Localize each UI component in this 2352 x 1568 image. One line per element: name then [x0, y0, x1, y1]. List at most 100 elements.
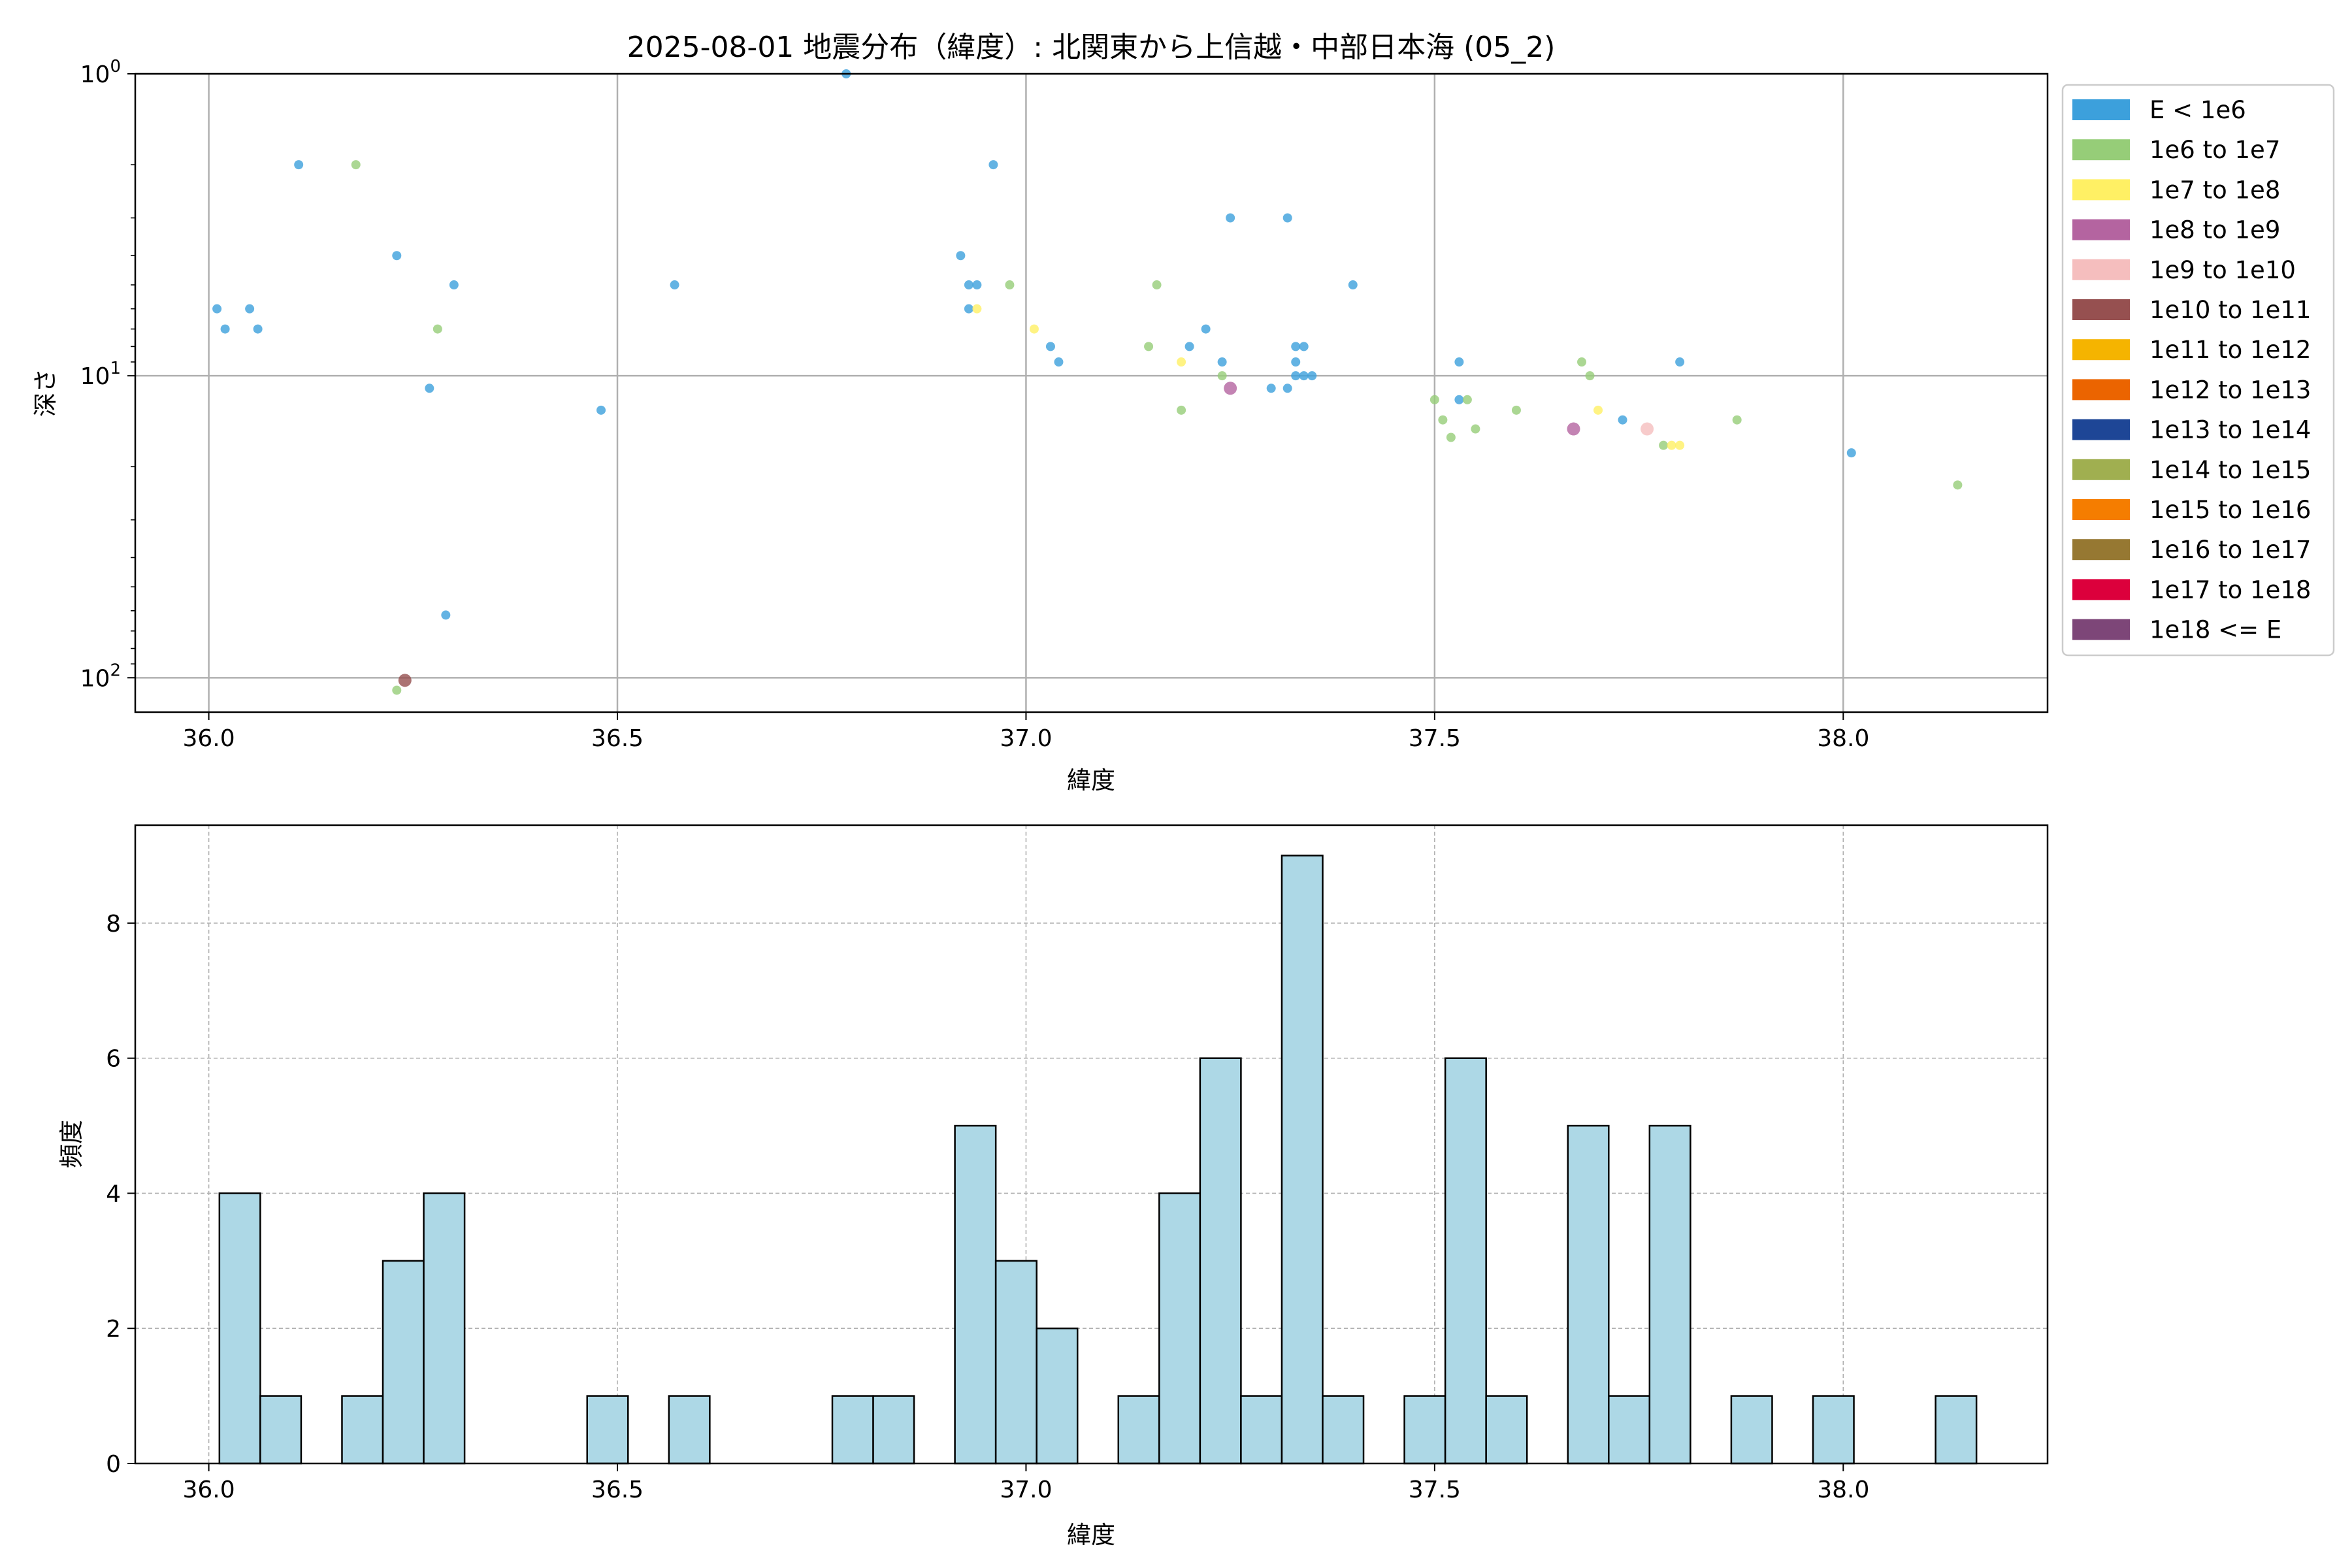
scatter-point	[1446, 433, 1456, 442]
legend-label: 1e9 to 1e10	[2149, 256, 2296, 284]
scatter-point	[392, 685, 402, 695]
scatter-point	[1029, 324, 1039, 334]
histogram-y-ticks: 0 2 4 6 8	[106, 911, 135, 1478]
scatter-point	[1152, 280, 1162, 290]
histogram-bar	[668, 1395, 711, 1465]
legend-swatch	[2072, 99, 2130, 120]
legend-swatch	[2072, 339, 2130, 361]
scatter-x-axis-label: 緯度	[1067, 766, 1115, 794]
scatter-point	[212, 304, 222, 314]
scatter-point	[1438, 415, 1448, 425]
scatter-point	[1291, 357, 1301, 367]
legend-label: 1e6 to 1e7	[2149, 136, 2280, 164]
scatter-point	[1732, 415, 1742, 425]
legend-swatch	[2072, 299, 2130, 320]
legend-swatch	[2072, 179, 2130, 201]
scatter-y-tick-label: 100	[80, 57, 121, 88]
scatter-point	[670, 280, 679, 290]
scatter-point	[1282, 213, 1292, 223]
legend-swatch	[2072, 459, 2130, 480]
scatter-y-tick-label: 101	[80, 359, 121, 390]
histogram-bar	[382, 1260, 425, 1465]
scatter-plot-frame	[134, 73, 2049, 713]
scatter-grid	[135, 73, 2048, 712]
histogram-bar	[994, 1260, 1037, 1465]
scatter-point	[1177, 405, 1186, 415]
histogram-y-tick-label: 4	[106, 1181, 121, 1207]
legend: E < 1e6 1e6 to 1e7 1e7 to 1e8 1e8 to 1e9 1e9…	[2061, 84, 2335, 657]
legend-label: 1e10 to 1e11	[2149, 296, 2311, 324]
scatter-point	[1953, 480, 1963, 490]
legend-swatch	[2072, 259, 2130, 280]
legend-swatch	[2072, 579, 2130, 600]
scatter-point	[1618, 415, 1627, 425]
histogram-bar	[1403, 1395, 1446, 1465]
scatter-point	[1217, 357, 1227, 367]
histogram-bar	[423, 1192, 466, 1465]
legend-label: 1e12 to 1e13	[2149, 376, 2311, 404]
scatter-point	[1846, 448, 1856, 458]
scatter-point	[1282, 384, 1292, 393]
histogram-bar	[1240, 1395, 1283, 1465]
histogram-bar	[872, 1395, 915, 1465]
histogram-y-tick-label: 2	[106, 1316, 121, 1343]
scatter-point	[441, 610, 451, 620]
scatter-point	[1054, 357, 1064, 367]
scatter-point	[1429, 395, 1439, 404]
scatter-point	[1511, 405, 1521, 415]
legend-label: 1e13 to 1e14	[2149, 416, 2311, 444]
scatter-point	[220, 324, 230, 334]
histogram-bar	[1158, 1192, 1201, 1465]
histogram-bar	[1036, 1327, 1079, 1465]
histogram-bars	[218, 855, 1978, 1465]
histogram-y-axis-label: 頻度	[57, 1120, 86, 1168]
scatter-point	[1641, 422, 1654, 436]
histogram-bar	[1935, 1395, 1978, 1465]
scatter-point	[1144, 342, 1154, 351]
scatter-x-tick-label: 37.5	[1409, 725, 1461, 752]
legend-label: 1e8 to 1e9	[2149, 216, 2280, 244]
histogram-x-axis-label: 緯度	[1067, 1521, 1115, 1549]
scatter-point	[392, 251, 402, 261]
histogram-x-tick-label: 36.5	[591, 1477, 644, 1503]
scatter-point	[1291, 371, 1301, 381]
scatter-point	[1299, 342, 1309, 351]
scatter-point	[1454, 357, 1464, 367]
histogram-bar	[1567, 1124, 1610, 1465]
histogram-bar	[1281, 855, 1324, 1465]
histogram-x-tick-label: 38.0	[1817, 1477, 1869, 1503]
legend-frame	[2061, 84, 2335, 657]
legend-label: 1e16 to 1e17	[2149, 536, 2311, 564]
histogram-y-tick-label: 8	[106, 911, 121, 938]
scatter-point	[449, 280, 459, 290]
scatter-point	[1266, 384, 1276, 393]
histogram-y-tick-label: 0	[106, 1451, 121, 1478]
scatter-point	[1177, 357, 1186, 367]
histogram-bar	[1608, 1395, 1651, 1465]
scatter-point	[1659, 440, 1669, 450]
scatter-x-tick-label: 36.5	[591, 725, 644, 752]
scatter-point	[1585, 371, 1595, 381]
scatter-point	[1348, 280, 1358, 290]
legend-label: 1e15 to 1e16	[2149, 496, 2311, 524]
scatter-point	[1005, 280, 1015, 290]
scatter-point	[1675, 357, 1685, 367]
histogram-bar	[1444, 1057, 1487, 1465]
scatter-y-ticks: 100 101 102	[80, 57, 135, 692]
scatter-y-tick-label: 102	[80, 661, 121, 692]
scatter-point	[956, 251, 966, 261]
scatter-point	[596, 405, 606, 415]
histogram-bar	[1485, 1395, 1528, 1465]
histogram-bar	[218, 1192, 261, 1465]
chart-title: 2025-08-01 地震分布（緯度）: 北関東から上信越・中部日本海 (05_…	[627, 31, 1556, 64]
scatter-x-tick-label: 38.0	[1817, 725, 1869, 752]
scatter-point	[1471, 424, 1480, 434]
histogram-y-tick-label: 6	[106, 1046, 121, 1073]
scatter-point	[1567, 422, 1580, 436]
histogram-bar	[1648, 1124, 1691, 1465]
scatter-point	[972, 280, 982, 290]
legend-swatch	[2072, 539, 2130, 561]
scatter-point	[1577, 357, 1587, 367]
scatter-point	[972, 304, 982, 314]
histogram-bar	[831, 1395, 874, 1465]
